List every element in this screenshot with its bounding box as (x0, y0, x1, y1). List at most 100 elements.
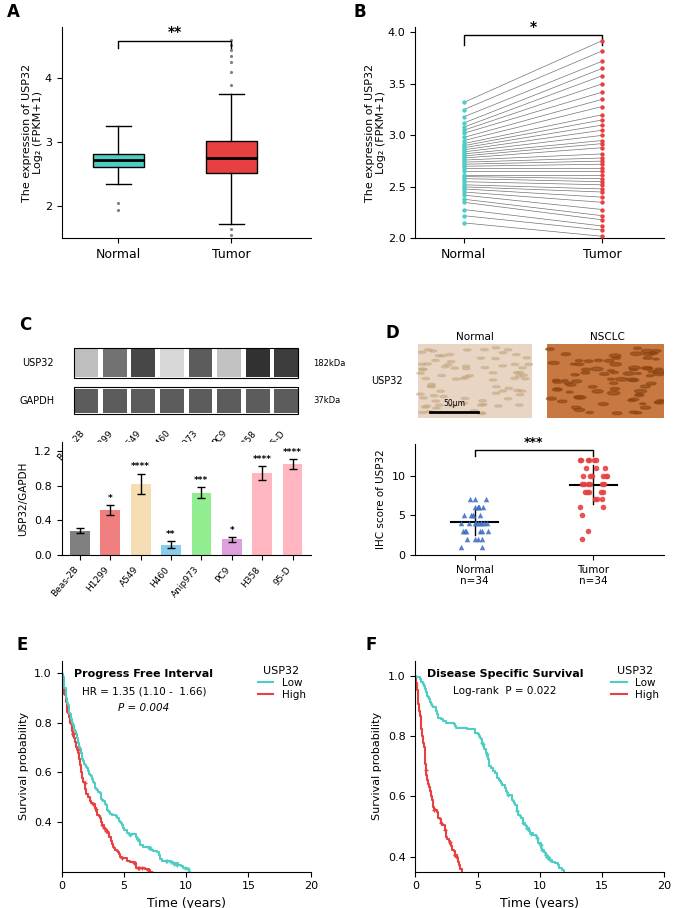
Point (458, 167, 469, 182)
Text: GAPDH: GAPDH (19, 396, 54, 406)
Circle shape (561, 353, 571, 356)
Text: F: F (366, 636, 377, 654)
Point (597, 190, 608, 204)
X-axis label: Time (years): Time (years) (501, 897, 580, 908)
Circle shape (595, 360, 603, 361)
Circle shape (446, 353, 453, 356)
Circle shape (520, 374, 527, 376)
Circle shape (525, 363, 532, 366)
Bar (103, 389, 127, 413)
Bar (74, 388, 298, 414)
Circle shape (462, 365, 470, 368)
Point (582, 524, 593, 538)
Bar (74, 350, 98, 377)
Bar (547, 344, 664, 418)
Circle shape (481, 349, 488, 350)
Circle shape (479, 400, 486, 402)
Circle shape (634, 411, 642, 414)
Circle shape (553, 380, 560, 381)
Circle shape (519, 390, 525, 392)
Circle shape (492, 358, 499, 360)
Point (597, 146, 608, 161)
Point (597, 151, 608, 165)
Point (475, 516, 486, 530)
Legend: Low, High: Low, High (258, 666, 306, 700)
Point (589, 452, 600, 467)
Point (590, 452, 601, 467)
Point (468, 508, 479, 523)
Circle shape (440, 396, 447, 398)
Point (458, 174, 469, 189)
Circle shape (436, 404, 443, 406)
Circle shape (608, 378, 614, 380)
Point (477, 540, 488, 555)
Circle shape (584, 360, 593, 362)
Bar (103, 350, 127, 377)
Text: E: E (17, 636, 28, 654)
Point (586, 469, 597, 483)
Point (458, 95, 469, 110)
Circle shape (627, 378, 638, 381)
Point (466, 508, 477, 523)
Point (458, 120, 469, 134)
Point (597, 167, 608, 182)
Point (459, 508, 470, 523)
Circle shape (610, 362, 621, 366)
Circle shape (478, 412, 486, 415)
Text: *: * (530, 21, 536, 35)
Text: B: B (353, 3, 366, 21)
Text: A: A (7, 3, 20, 21)
Circle shape (493, 347, 500, 349)
Point (597, 500, 608, 515)
Point (597, 34, 608, 48)
Text: **: ** (168, 25, 182, 39)
Circle shape (499, 390, 506, 392)
Circle shape (519, 367, 526, 369)
Bar (160, 350, 184, 377)
Circle shape (654, 400, 666, 404)
Point (469, 516, 480, 530)
Circle shape (635, 372, 641, 374)
Circle shape (562, 380, 568, 381)
Y-axis label: The expression of USP32
Log₂ (FPKM+1): The expression of USP32 Log₂ (FPKM+1) (22, 64, 43, 202)
Circle shape (599, 372, 609, 375)
Point (597, 113, 608, 127)
Circle shape (471, 410, 478, 412)
Point (597, 184, 608, 199)
Point (597, 76, 608, 91)
Point (458, 215, 469, 230)
Legend: Low, High: Low, High (611, 666, 659, 700)
Circle shape (489, 371, 497, 374)
Point (597, 469, 608, 483)
Circle shape (445, 363, 451, 366)
Point (583, 477, 594, 491)
Bar (222, 539, 242, 555)
Circle shape (653, 359, 659, 360)
Bar (283, 464, 302, 555)
Point (584, 452, 595, 467)
Circle shape (477, 357, 485, 360)
Text: **: ** (166, 530, 176, 539)
Text: ***: *** (195, 477, 208, 485)
Point (597, 133, 608, 148)
Circle shape (571, 373, 579, 376)
Circle shape (612, 412, 622, 415)
Circle shape (623, 372, 634, 375)
Point (597, 195, 608, 210)
Circle shape (549, 361, 559, 364)
Bar (217, 389, 241, 413)
Bar (101, 510, 120, 555)
Text: ****: **** (131, 462, 150, 471)
Circle shape (653, 370, 665, 374)
Point (597, 178, 608, 192)
Point (599, 460, 610, 475)
Circle shape (452, 378, 460, 380)
Circle shape (653, 372, 664, 376)
Bar (275, 350, 298, 377)
Point (597, 209, 608, 223)
Point (482, 524, 493, 538)
Point (458, 130, 469, 144)
Circle shape (422, 378, 429, 380)
Point (458, 180, 469, 194)
Point (597, 477, 608, 491)
